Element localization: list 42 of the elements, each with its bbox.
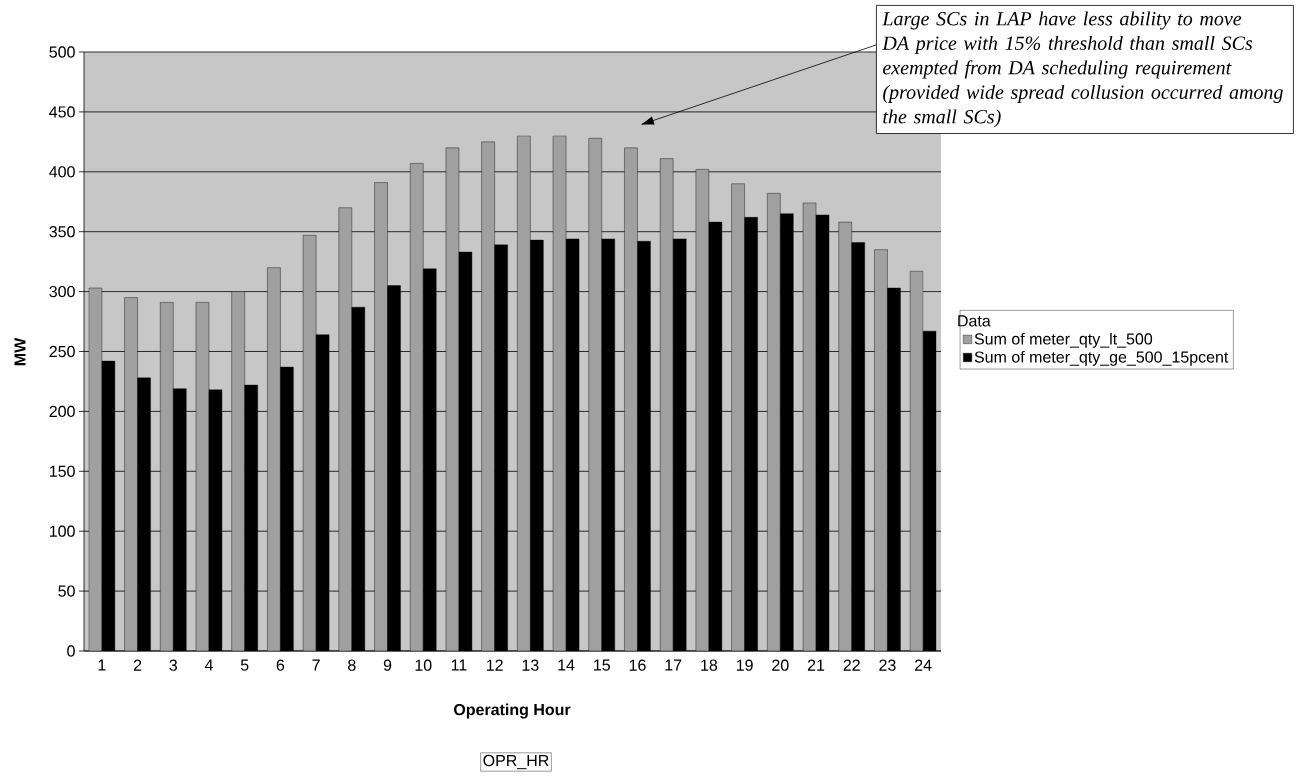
x-tick-label: 3 xyxy=(169,659,178,671)
x-tick-label: 2 xyxy=(133,659,142,671)
y-tick-label: 500 xyxy=(49,46,75,58)
y-tick-label: 300 xyxy=(49,285,75,298)
x-tick-label: 5 xyxy=(240,659,249,671)
x-tick-label: 22 xyxy=(843,659,860,671)
y-tick-label: 50 xyxy=(58,585,75,597)
x-axis-title: Operating Hour xyxy=(454,703,571,719)
x-tick-label: 7 xyxy=(312,659,320,671)
x-tick-label: 13 xyxy=(522,659,539,671)
x-tick-label: 8 xyxy=(348,659,356,671)
x-tick-label: 10 xyxy=(415,659,432,671)
x-tick-label: 18 xyxy=(701,659,718,671)
x-tick-label: 16 xyxy=(629,659,646,671)
x-tick-label: 6 xyxy=(276,659,285,671)
y-tick-label: 0 xyxy=(67,645,75,657)
x-tick-label: 9 xyxy=(383,659,392,671)
x-tick-label: 24 xyxy=(915,659,932,671)
x-tick-label: 20 xyxy=(772,659,789,671)
legend-label: Sum of meter_qty_lt_500 xyxy=(974,332,1153,348)
y-tick-label: 250 xyxy=(49,345,75,358)
x-tick-label: 12 xyxy=(486,659,503,671)
y-tick-label: 400 xyxy=(49,166,75,178)
x-tick-label: 4 xyxy=(204,659,213,671)
legend-title: Data xyxy=(958,315,991,327)
y-tick-label: 150 xyxy=(50,465,75,477)
y-axis-title: MW xyxy=(14,337,26,366)
legend-label: Sum of meter_qty_ge_500_15pcent xyxy=(974,350,1229,366)
y-tick-label: 350 xyxy=(49,226,75,238)
y-tick-label: 100 xyxy=(50,525,75,537)
x-tick-label: 15 xyxy=(594,659,610,671)
x-tick-label: 19 xyxy=(736,659,753,671)
annotation: Large SCs in LAP have less ability to move DA price with 15% threshold than small SCs exempted from DA scheduling requirement (provided wide spread collusion occurred among the small SCs) xyxy=(882,11,1283,128)
x-tick-label: 11 xyxy=(451,659,467,671)
x-tick-label: 17 xyxy=(665,659,682,671)
y-tick-label: 200 xyxy=(49,405,75,418)
x-tick-label: 1 xyxy=(98,659,106,671)
text: OPR_HR xyxy=(483,754,549,770)
x-tick-label: 14 xyxy=(558,659,575,671)
x-tick-label: 23 xyxy=(879,659,896,671)
x-tick-label: 21 xyxy=(807,659,825,671)
y-tick-label: 450 xyxy=(49,106,75,118)
